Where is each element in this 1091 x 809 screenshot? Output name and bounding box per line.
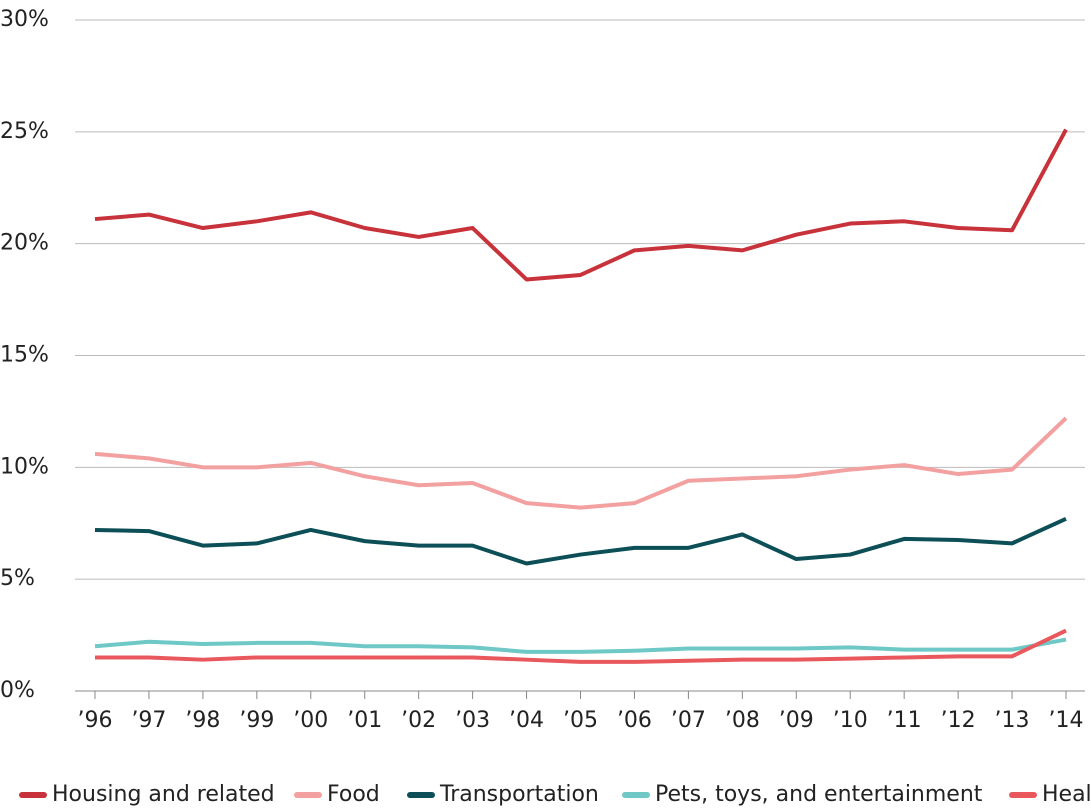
y-tick-label: 20% xyxy=(0,231,49,256)
series-line xyxy=(95,628,1067,664)
x-tick-label: ’07 xyxy=(671,708,706,733)
legend-label: Housing and related xyxy=(52,782,275,807)
series-line xyxy=(94,416,1068,510)
x-tick-label: ’14 xyxy=(1049,708,1084,733)
x-tick-label: ’96 xyxy=(78,708,113,733)
x-tick-label: ’02 xyxy=(401,708,436,733)
legend-label: Transportation xyxy=(439,782,599,807)
y-tick-label: 10% xyxy=(0,454,49,479)
series-line xyxy=(94,637,1067,654)
x-tick-label: ’06 xyxy=(617,708,652,733)
x-tick-label: ’12 xyxy=(941,708,976,733)
x-tick-label: ’05 xyxy=(563,708,598,733)
x-tick-label: ’97 xyxy=(131,708,166,733)
y-tick-label: 15% xyxy=(0,343,49,368)
x-tick-label: ’09 xyxy=(779,708,814,733)
x-tick-label: ’13 xyxy=(995,708,1030,733)
y-tick-label: 5% xyxy=(0,566,35,591)
x-tick-label: ’11 xyxy=(887,708,922,733)
x-tick-label: ’04 xyxy=(509,708,544,733)
y-tick-label: 30% xyxy=(0,7,49,32)
x-tick-label: ’99 xyxy=(239,708,274,733)
y-tick-label: 25% xyxy=(0,119,49,144)
x-tick-label: ’08 xyxy=(725,708,760,733)
x-tick-label: ’00 xyxy=(293,708,328,733)
x-tick-label: ’98 xyxy=(185,708,220,733)
series-line xyxy=(94,516,1067,566)
y-tick-label: 0% xyxy=(0,678,35,703)
legend-label: Health xyxy=(1042,782,1091,807)
series-line xyxy=(94,128,1068,282)
x-tick-label: ’01 xyxy=(347,708,382,733)
legend-label: Food xyxy=(327,782,380,807)
x-tick-label: ’10 xyxy=(833,708,868,733)
legend-label: Pets, toys, and entertainment xyxy=(655,782,983,807)
x-tick-label: ’03 xyxy=(455,708,490,733)
